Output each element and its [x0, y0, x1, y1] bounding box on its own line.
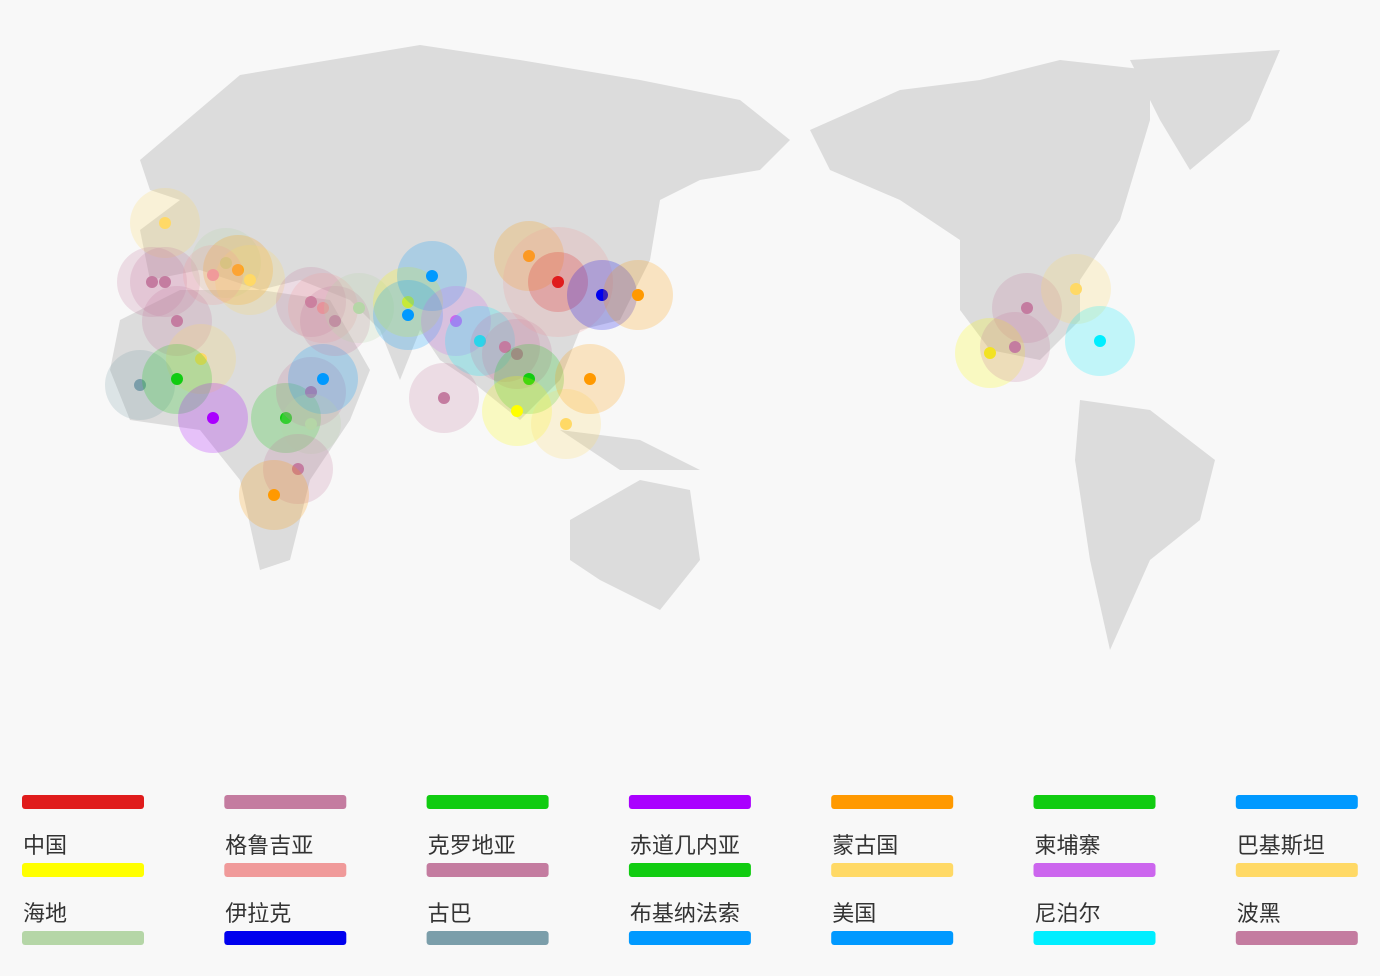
- legend-swatch[interactable]: [628, 795, 751, 809]
- legend-swatch[interactable]: [22, 931, 144, 945]
- legend-swatch[interactable]: [1033, 931, 1156, 945]
- bubble-dot: [207, 412, 219, 424]
- bubble-dot: [195, 353, 207, 365]
- bubble-dot: [159, 276, 171, 288]
- legend-swatch[interactable]: [628, 863, 751, 877]
- bubble-dot: [511, 348, 523, 360]
- bubble-dot: [523, 250, 535, 262]
- legend-label[interactable]: 中国: [23, 834, 67, 859]
- legend-swatch[interactable]: [831, 931, 954, 945]
- legend-label[interactable]: 巴基斯坦: [1237, 834, 1325, 859]
- bubble-dot: [499, 341, 511, 353]
- bubble-dot: [1021, 302, 1033, 314]
- bubble-dot: [305, 386, 317, 398]
- legend-label[interactable]: 布基纳法索: [630, 902, 740, 927]
- bubble-dot: [402, 309, 414, 321]
- legend-swatch[interactable]: [1235, 863, 1358, 877]
- bubble-dot: [146, 276, 158, 288]
- bubble-dot: [292, 463, 304, 475]
- bubble-dot: [402, 296, 414, 308]
- bubble-dot: [305, 296, 317, 308]
- legend-swatch[interactable]: [426, 931, 549, 945]
- bubble-dot: [984, 347, 996, 359]
- bubble-dot: [560, 418, 572, 430]
- bubble-dot: [305, 418, 317, 430]
- legend-label[interactable]: 古巴: [428, 902, 472, 927]
- legend-swatch[interactable]: [426, 795, 549, 809]
- bubble-dot: [523, 373, 535, 385]
- legend-label[interactable]: 尼泊尔: [1035, 902, 1101, 927]
- bubble-dot: [632, 289, 644, 301]
- legend-label[interactable]: 伊拉克: [225, 902, 291, 927]
- legend-swatch[interactable]: [22, 795, 144, 809]
- north-america: [810, 60, 1150, 360]
- bubble-dot: [1009, 341, 1021, 353]
- bubble-dot: [552, 276, 564, 288]
- bubble-dot: [220, 257, 232, 269]
- bubble-dot: [596, 289, 608, 301]
- bubble-dot: [426, 270, 438, 282]
- world-map: [110, 45, 1280, 650]
- bubble-dot: [329, 315, 341, 327]
- legend-label[interactable]: 美国: [832, 902, 876, 927]
- legend-swatch[interactable]: [426, 863, 549, 877]
- legend-label[interactable]: 赤道几内亚: [630, 834, 740, 859]
- legend-swatch[interactable]: [224, 863, 347, 877]
- bubble-dot: [171, 315, 183, 327]
- bubble-dot: [244, 274, 256, 286]
- legend-label[interactable]: 格鲁吉亚: [225, 834, 313, 859]
- bubble-layer: [105, 188, 1135, 530]
- indonesia: [560, 430, 700, 470]
- legend-swatch[interactable]: [22, 863, 144, 877]
- legend-label[interactable]: 克罗地亚: [428, 834, 516, 859]
- bubble-dot: [159, 217, 171, 229]
- bubble-dot: [134, 379, 146, 391]
- legend-swatch[interactable]: [1033, 795, 1156, 809]
- eurasia: [140, 45, 790, 420]
- bubble-dot: [584, 373, 596, 385]
- legend-swatch[interactable]: [831, 795, 954, 809]
- bubble-dot: [280, 412, 292, 424]
- australia: [570, 480, 700, 610]
- legend-label[interactable]: 波黑: [1237, 902, 1281, 927]
- bubble-dot: [438, 392, 450, 404]
- legend-swatch[interactable]: [1033, 863, 1156, 877]
- legend-swatch[interactable]: [224, 931, 347, 945]
- legend-swatch[interactable]: [628, 931, 751, 945]
- africa: [110, 290, 370, 570]
- bubble-dot: [353, 302, 365, 314]
- bubble-dot: [1094, 335, 1106, 347]
- south-america: [1075, 400, 1215, 650]
- bubble-dot: [474, 335, 486, 347]
- bubble-dot: [450, 315, 462, 327]
- bubble-dot: [511, 405, 523, 417]
- bubble-dot: [317, 373, 329, 385]
- legend-swatch[interactable]: [1235, 795, 1358, 809]
- bubble-dot: [232, 264, 244, 276]
- greenland: [1130, 50, 1280, 170]
- bubble-dot: [317, 302, 329, 314]
- bubble-dot: [171, 373, 183, 385]
- legend-label[interactable]: 蒙古国: [832, 834, 898, 859]
- legend-swatch[interactable]: [1235, 931, 1358, 945]
- bubble-dot: [207, 269, 219, 281]
- legend-swatch[interactable]: [831, 863, 954, 877]
- bubble-dot: [268, 489, 280, 501]
- bubble-dot: [1070, 283, 1082, 295]
- legend-label[interactable]: 海地: [23, 902, 67, 927]
- legend-swatch[interactable]: [224, 795, 347, 809]
- legend-label[interactable]: 柬埔寨: [1035, 834, 1101, 859]
